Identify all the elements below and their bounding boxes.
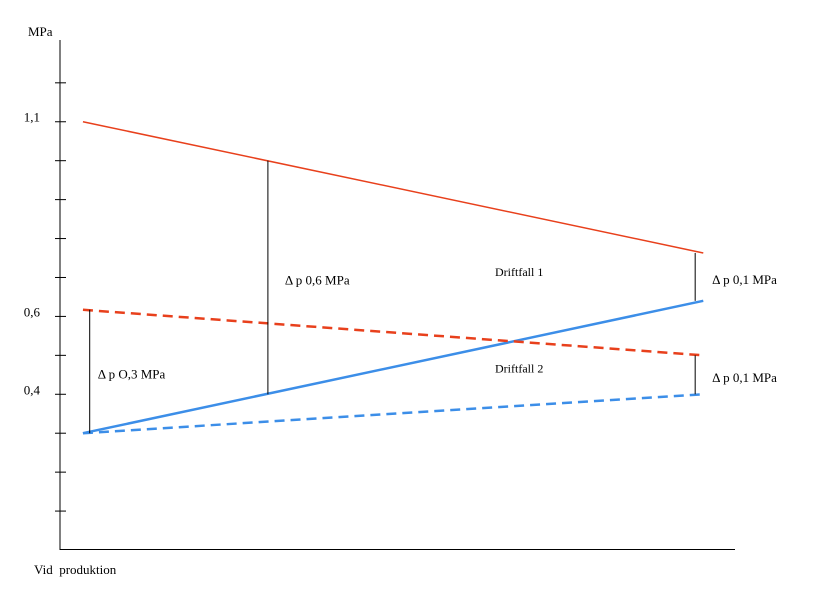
series-line bbox=[82, 393, 704, 435]
y-tick-label: 0,6 bbox=[24, 304, 41, 319]
x-axis-label: Vid produktion bbox=[34, 562, 117, 577]
series-line bbox=[82, 308, 704, 357]
case-label: Driftfall 1 bbox=[495, 265, 543, 279]
y-tick-label: 0,4 bbox=[24, 382, 41, 397]
case-label: Driftfall 2 bbox=[495, 362, 543, 376]
delta-label: Δ p 0,1 MPa bbox=[712, 272, 777, 287]
y-axis-label: MPa bbox=[28, 24, 53, 39]
delta-label: Δ p 0,6 MPa bbox=[285, 272, 350, 287]
delta-label: Δ p O,3 MPa bbox=[98, 366, 166, 381]
series-line bbox=[82, 299, 704, 435]
delta-label: Δ p 0,1 MPa bbox=[712, 370, 777, 385]
y-tick-label: 1,1 bbox=[24, 110, 40, 125]
series-line bbox=[82, 121, 704, 254]
